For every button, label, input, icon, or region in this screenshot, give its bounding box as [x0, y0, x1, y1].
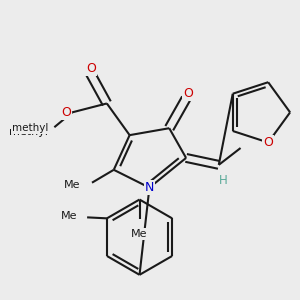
Text: Me: Me — [131, 229, 148, 239]
Text: methyl: methyl — [9, 127, 48, 137]
Text: N: N — [145, 181, 154, 194]
Text: O: O — [61, 106, 71, 119]
Text: O: O — [183, 87, 193, 100]
Text: Me: Me — [61, 212, 77, 221]
Text: O: O — [86, 62, 96, 75]
Text: Me: Me — [64, 180, 80, 190]
Text: H: H — [219, 174, 228, 187]
Text: methyl: methyl — [12, 123, 48, 133]
Text: O: O — [263, 136, 273, 149]
